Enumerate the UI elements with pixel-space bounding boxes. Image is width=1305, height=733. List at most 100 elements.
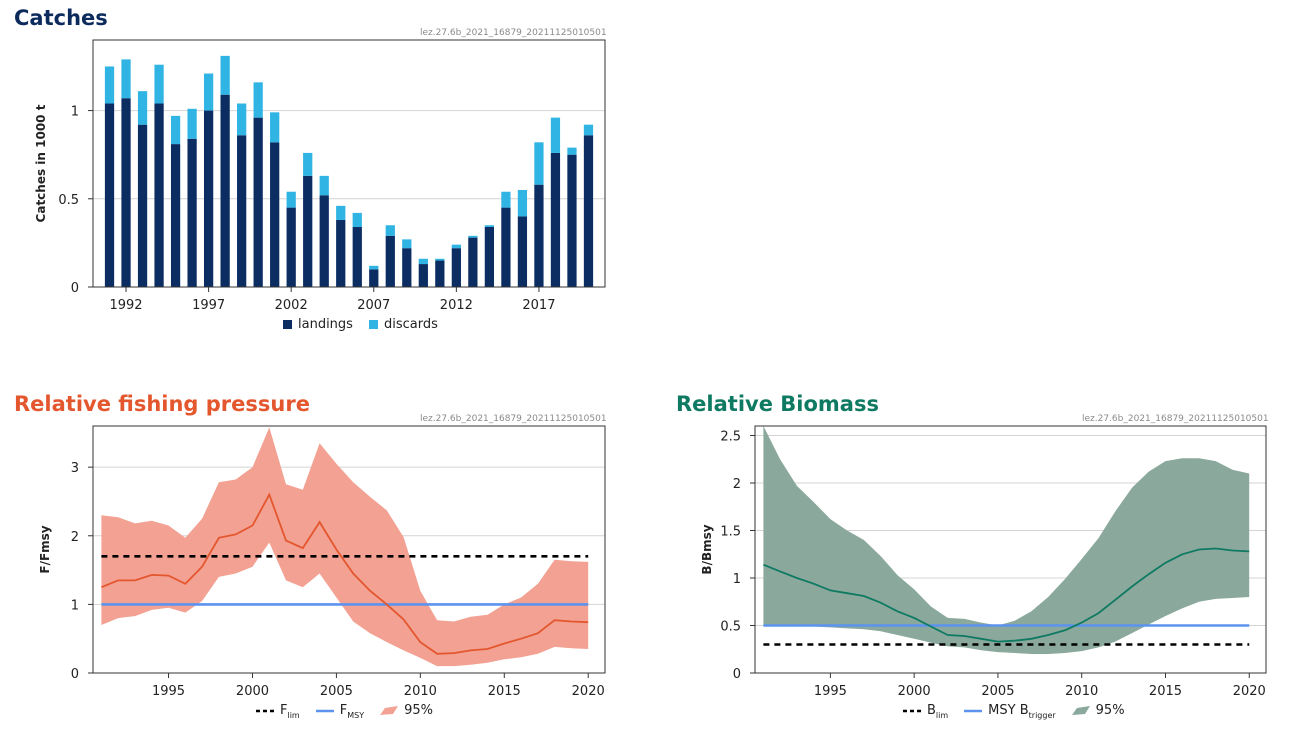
landings-bar <box>319 195 329 287</box>
blim-swatch <box>903 709 921 712</box>
fishing-plot-frame <box>92 425 606 674</box>
landings-bar <box>121 98 131 287</box>
landings-bar <box>550 152 561 287</box>
discards-bar <box>517 189 528 217</box>
legend-flim-label: Flim <box>280 703 300 720</box>
landings-bar <box>187 138 197 287</box>
discards-bar <box>352 212 362 228</box>
discards-bar <box>534 142 544 185</box>
legend-fmsy-label: FMSY <box>339 703 365 720</box>
landings-bar <box>286 207 296 287</box>
discards-bar <box>319 175 329 196</box>
biomass-xtick-label: 2010 <box>1065 684 1098 699</box>
landings-bar <box>170 144 181 287</box>
biomass-ci-swatch <box>1071 705 1090 715</box>
fishing-xtick-label: 2000 <box>236 684 269 699</box>
legend-fishing-ci: 95% <box>380 703 433 718</box>
landings-bar <box>220 94 230 287</box>
landings-bar <box>567 154 577 287</box>
catches-xtick-label: 1992 <box>109 298 142 313</box>
biomass-xtick-label: 2020 <box>1233 684 1266 699</box>
fishing-ylabel: F/Fmsy <box>38 525 52 573</box>
btrigger-label-main: MSY B <box>988 703 1029 718</box>
biomass-ytick-label: 2.5 <box>720 430 741 445</box>
discards-swatch <box>368 320 378 329</box>
discards-bar <box>121 59 131 99</box>
discards-bar <box>203 73 214 111</box>
catches-ylabel: Catches in 1000 t <box>34 104 48 222</box>
landings-bar <box>451 248 461 287</box>
legend-landings-label: landings <box>298 317 353 332</box>
discards-bar <box>435 258 445 261</box>
biomass-xtick-label: 2005 <box>981 684 1014 699</box>
legend-discards-label: discards <box>383 317 438 332</box>
fishing-ytick-label: 3 <box>71 461 79 476</box>
fishing-xtick-label: 2020 <box>572 684 605 699</box>
biomass-ytick-label: 1 <box>733 572 741 587</box>
discards-bar <box>501 191 511 208</box>
discards-bar <box>286 191 296 208</box>
blim-label-main: B <box>927 703 936 718</box>
legend-blim: Blim <box>903 703 949 720</box>
fishing-chart-code: lez.27.6b_2021_16879_20211125010501 <box>420 414 607 424</box>
discards-bar <box>170 115 181 145</box>
flim-label-sub: lim <box>287 711 300 720</box>
discards-bar <box>336 205 346 220</box>
catches-ytick-label: 1 <box>71 105 79 120</box>
discards-bar <box>567 147 577 155</box>
landings-bar <box>137 124 148 287</box>
landings-bar <box>385 235 395 287</box>
fishing-legend: Flim FMSY 95% <box>256 703 433 720</box>
catches-xtick-label: 2012 <box>440 298 473 313</box>
fmsy-label-main: F <box>339 703 348 718</box>
landings-bar <box>104 103 115 287</box>
catches-ytick-label: 0.5 <box>58 193 79 208</box>
discards-bar <box>253 82 263 118</box>
landings-bar <box>203 110 214 287</box>
catches-xtick-label: 2002 <box>275 298 308 313</box>
biomass-ylabel: B/Bmsy <box>700 524 714 574</box>
fmsy-swatch <box>315 709 334 712</box>
discards-bar <box>402 239 412 249</box>
catches-xtick-label: 1997 <box>192 298 225 313</box>
catches-ytick-label: 0 <box>71 281 79 296</box>
biomass-xtick-label: 2000 <box>898 684 931 699</box>
landings-bar <box>517 216 528 287</box>
legend-fmsy: FMSY <box>315 703 365 720</box>
biomass-xtick-label: 1995 <box>814 684 847 699</box>
fishing-xtick-label: 2010 <box>404 684 437 699</box>
btrigger-label-sub: trigger <box>1028 711 1056 720</box>
fishing-xtick-label: 1995 <box>152 684 185 699</box>
blim-label-sub: lim <box>935 711 949 720</box>
fishing-ytick-label: 0 <box>71 667 79 682</box>
legend-fishing-ci-label: 95% <box>404 703 433 718</box>
biomass-xtick-label: 2015 <box>1149 684 1182 699</box>
fmsy-label-sub: MSY <box>347 711 365 720</box>
discards-bar <box>385 225 395 236</box>
discards-bar <box>468 235 478 238</box>
fishing-ytick-label: 2 <box>71 530 79 545</box>
legend-biomass-ci: 95% <box>1071 703 1125 718</box>
legend-blim-label: Blim <box>927 703 949 720</box>
catches-chart-code: lez.27.6b_2021_16879_20211125010501 <box>420 28 607 38</box>
discards-bar <box>220 55 230 95</box>
biomass-title: Relative Biomass <box>676 392 879 416</box>
fishing-main-line <box>101 492 589 655</box>
biomass-ci-band <box>763 426 1250 654</box>
landings-bar <box>352 227 362 287</box>
biomass-main-line <box>763 547 1250 643</box>
legend-discards: discards <box>368 317 438 332</box>
discards-bar <box>237 103 247 136</box>
discards-bar <box>484 225 495 228</box>
discards-bar <box>270 112 280 143</box>
fishing-ytick-label: 1 <box>71 598 79 613</box>
legend-biomass-ci-label: 95% <box>1095 703 1125 718</box>
flim-label-main: F <box>280 703 288 718</box>
biomass-ytick-label: 1.5 <box>720 525 741 540</box>
discards-bar <box>303 152 313 176</box>
biomass-plot-frame <box>754 425 1267 674</box>
landings-bar <box>583 135 594 287</box>
fishing-xtick-label: 2015 <box>488 684 521 699</box>
catches-legend: landings discards <box>283 317 438 332</box>
